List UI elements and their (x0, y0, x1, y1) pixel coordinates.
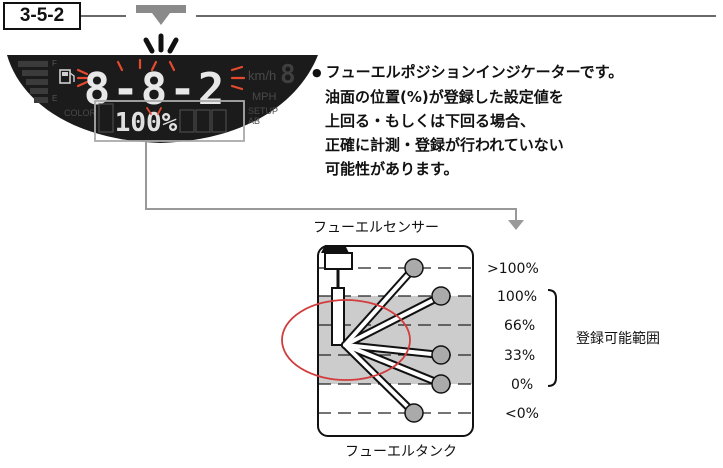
fuel-full-mark: F (52, 59, 57, 68)
sensor-housing (324, 252, 353, 270)
highlight-circle (281, 299, 411, 381)
segment-glow-marks (76, 58, 246, 91)
description-line: ● フューエルポジションインジケーターです。 (312, 63, 624, 81)
description-text: ● フューエルポジションインジケーターです。 油面の位置(%)が登録した設定値を … (312, 60, 717, 181)
tank-label: フューエルタンク (345, 444, 457, 460)
connector-line (145, 141, 517, 222)
unit-kmh: km/h (248, 68, 276, 83)
sub-digits: 100% (115, 108, 178, 138)
flash-marks-icon (143, 33, 179, 54)
float-balls (404, 258, 451, 423)
description-line: 油面の位置(%)が登録した設定値を (325, 88, 564, 106)
unit-mph: MPH (252, 91, 277, 103)
sub-display-segments (98, 103, 227, 133)
range-label: 登録可能範囲 (576, 331, 660, 347)
down-arrow-icon (136, 5, 186, 25)
level-label-66: 66% (504, 318, 536, 334)
tank-outline (317, 245, 474, 437)
fuel-tank-diagram (281, 245, 557, 437)
description-line: 正確に計測・登録が行われていない (325, 136, 564, 154)
sensor-label: フューエルセンサー (313, 220, 439, 236)
color-label: COLOR (64, 108, 97, 118)
description-line: 可能性があります。 (325, 160, 459, 178)
sensor-cap (321, 245, 349, 253)
level-label-under: <0% (505, 406, 539, 422)
right-digit: 8 (280, 60, 296, 90)
section-number-label: 3-5-2 (3, 2, 81, 30)
connector-arrow-icon (508, 220, 524, 230)
level-label-over: >100% (487, 261, 539, 277)
fuel-gauge-bars (18, 61, 48, 103)
sensor-tube (331, 287, 345, 346)
range-bracket (547, 289, 557, 387)
main-digits: 8-8-2 (84, 64, 226, 115)
sub-glow-marks (146, 107, 162, 115)
level-label-33: 33% (504, 348, 536, 364)
ab-label: AB (248, 116, 260, 126)
sub-display-frame (94, 100, 245, 142)
level-label-0: 0% (511, 377, 534, 393)
fuel-pump-icon (59, 69, 75, 84)
description-line: 上回る・もしくは下回る場合、 (325, 112, 536, 130)
setup-label: SETUP (248, 106, 278, 116)
level-label-100: 100% (497, 289, 538, 305)
bullet-icon: ● (312, 66, 322, 79)
fuel-empty-mark: E (52, 94, 57, 103)
